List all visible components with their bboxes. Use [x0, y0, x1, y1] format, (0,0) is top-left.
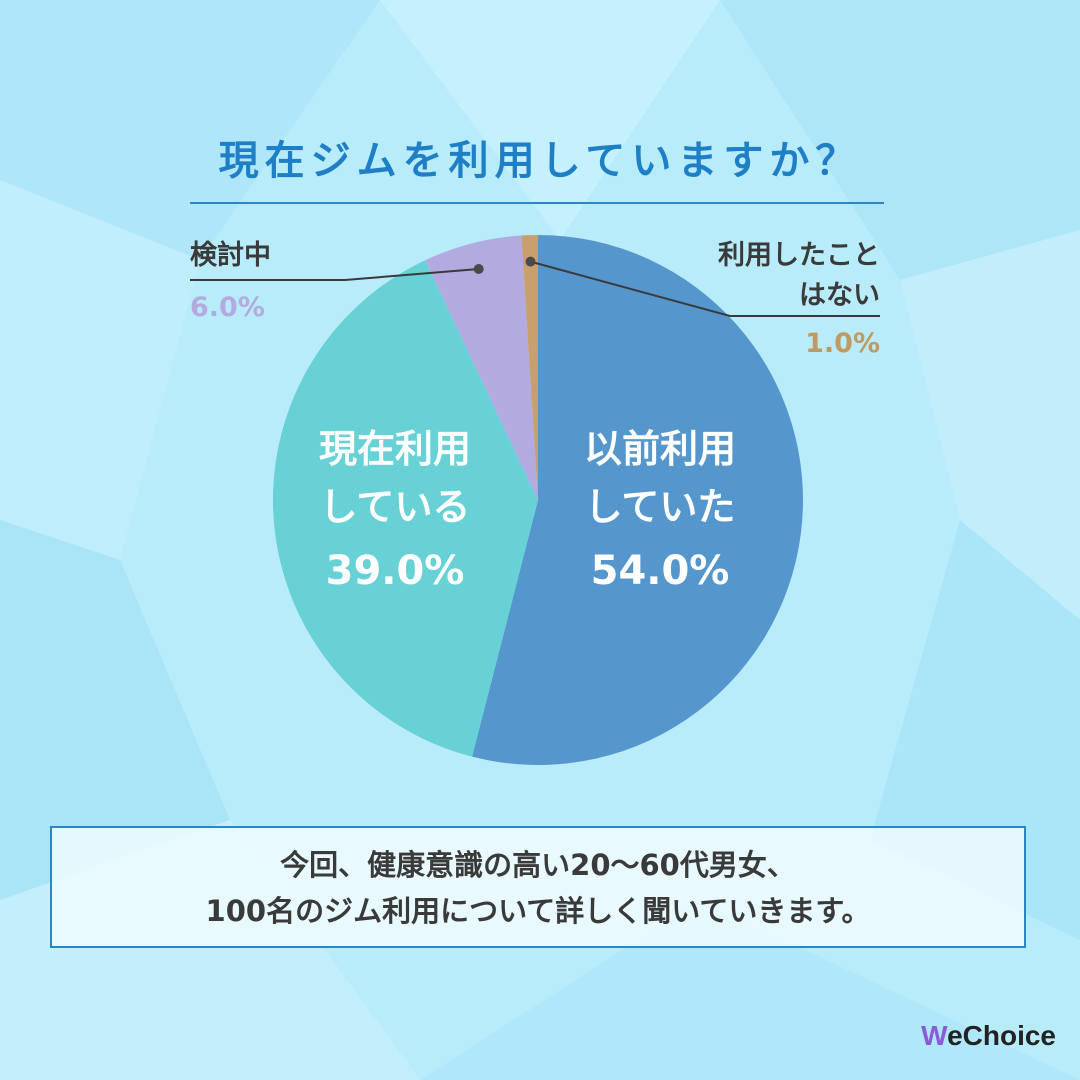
logo-w: W — [921, 1020, 948, 1051]
label-former-line2: していた — [584, 485, 736, 529]
label-considering: 検討中 — [190, 240, 271, 271]
chart-title: 現在ジムを利用していますか？ — [218, 138, 862, 184]
pct-never-used: 1.0% — [805, 328, 880, 359]
logo-rest: eChoice — [947, 1020, 1056, 1051]
survey-note-box: 今回、健康意識の高い20〜60代男女、 100名のジム利用について詳しく聞いてい… — [50, 826, 1026, 948]
slice-former-users — [472, 235, 803, 765]
label-former-line1: 以前利用 — [583, 427, 736, 471]
slice-considering — [425, 235, 538, 500]
label-never-used-line2: はない — [799, 280, 880, 311]
label-former-users: 以前利用 していた 54.0% — [555, 420, 765, 600]
leader-line-considering — [190, 267, 479, 281]
wechoice-logo: WeChoice — [921, 1020, 1056, 1052]
label-current-users: 現在利用 している 39.0% — [295, 420, 495, 600]
note-line-2: 100名のジム利用について詳しく聞いていきます。 — [205, 894, 871, 928]
slice-never-used — [521, 235, 538, 500]
leader-line-considering-dot — [473, 263, 484, 274]
pct-current-users: 39.0% — [325, 548, 465, 594]
pct-former-users: 54.0% — [590, 548, 730, 594]
slice-current-users — [272, 260, 538, 757]
leader-line-never-used — [530, 260, 880, 317]
pct-considering: 6.0% — [190, 292, 265, 323]
leader-line-never-used-dot — [525, 256, 536, 267]
label-current-line1: 現在利用 — [318, 427, 471, 471]
label-current-line2: している — [319, 485, 471, 529]
note-line-1: 今回、健康意識の高い20〜60代男女、 — [280, 848, 796, 882]
label-never-used-line1: 利用したこと — [718, 240, 880, 271]
label-never-used: 利用したこと はない — [690, 236, 880, 316]
title-underline — [190, 202, 884, 204]
